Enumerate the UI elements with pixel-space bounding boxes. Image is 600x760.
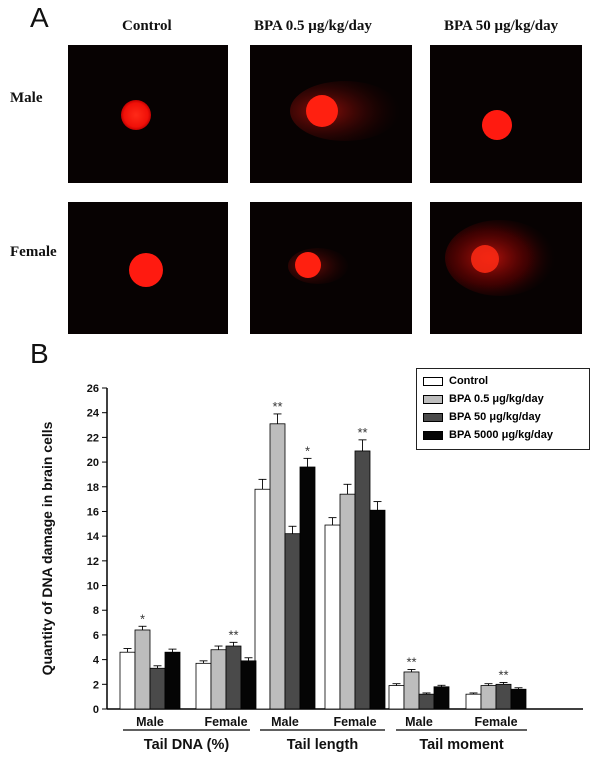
y-tick-label: 26: [87, 383, 99, 395]
y-tick-label: 20: [87, 457, 99, 469]
y-tick-label: 12: [87, 556, 99, 568]
panel-b-label: B: [30, 338, 49, 369]
legend-swatch-bpa-50: [423, 412, 443, 422]
legend-item-bpa-50: BPA 50 μg/kg/day: [423, 410, 541, 424]
y-tick-label: 14: [87, 531, 100, 543]
legend-label: BPA 0.5 μg/kg/day: [449, 393, 544, 405]
y-tick-label: 18: [87, 482, 99, 494]
micrograph-female-bpa-0-5: [250, 202, 412, 334]
significance-label: **: [228, 627, 238, 642]
bar: [195, 662, 212, 710]
bar: [495, 683, 512, 710]
x-category-label: Male: [271, 715, 299, 729]
comet-head: [295, 252, 321, 278]
micrograph-female-control: [68, 202, 228, 334]
bar: [369, 509, 386, 710]
bar: [164, 651, 181, 710]
significance-label: **: [406, 654, 416, 669]
row-header-male: Male: [10, 90, 43, 106]
micrograph-male-control: [68, 45, 228, 183]
bar: [119, 651, 136, 710]
x-category-label: Female: [474, 715, 517, 729]
legend-label: BPA 5000 μg/kg/day: [449, 429, 553, 441]
significance-label: *: [140, 611, 145, 626]
comet-head: [471, 245, 499, 273]
y-tick-label: 16: [87, 506, 99, 518]
significance-label: *: [305, 443, 310, 458]
column-header-bpa-50: BPA 50 μg/kg/day: [444, 18, 559, 34]
legend-swatch-control: [423, 376, 443, 386]
bar: [388, 685, 405, 710]
comet-head: [306, 95, 338, 127]
significance-label: **: [498, 667, 508, 682]
panel-a-label: A: [30, 2, 49, 33]
chart-legend: Control BPA 0.5 μg/kg/day BPA 50 μg/kg/d…: [416, 368, 590, 450]
bar: [510, 688, 527, 710]
y-tick-label: 4: [93, 655, 100, 667]
row-header-female: Female: [10, 244, 57, 260]
bar: [418, 693, 435, 710]
y-tick-label: 8: [93, 605, 99, 617]
significance-label: **: [357, 425, 367, 440]
bar: [134, 629, 151, 710]
bar: [339, 493, 356, 710]
legend-label: BPA 50 μg/kg/day: [449, 411, 541, 423]
bar: [480, 685, 497, 710]
y-tick-label: 0: [93, 704, 99, 716]
bar: [465, 693, 482, 710]
x-category-label: Male: [405, 715, 433, 729]
x-group-label: Tail moment: [419, 737, 503, 753]
bar: [324, 524, 341, 710]
legend-item-bpa-5000: BPA 5000 μg/kg/day: [423, 428, 553, 442]
x-group-label: Tail length: [287, 737, 358, 753]
micrograph-male-bpa-0-5: [250, 45, 412, 183]
comet-head: [121, 100, 151, 130]
bar: [403, 671, 420, 710]
x-category-label: Male: [136, 715, 164, 729]
legend-swatch-bpa-0-5: [423, 394, 443, 404]
column-header-control: Control: [122, 18, 172, 34]
y-axis-label: Quantity of DNA damage in brain cells: [39, 421, 55, 675]
y-tick-label: 10: [87, 581, 99, 593]
comet-head: [482, 110, 512, 140]
x-group-label: Tail DNA (%): [144, 737, 230, 753]
y-tick-label: 6: [93, 630, 99, 642]
bar: [269, 423, 286, 710]
bar: [210, 649, 227, 710]
significance-label: **: [272, 399, 282, 414]
legend-swatch-bpa-5000: [423, 430, 443, 440]
column-header-bpa-0-5: BPA 0.5 μg/kg/day: [254, 18, 372, 34]
comet-head: [129, 253, 163, 287]
x-category-label: Female: [333, 715, 376, 729]
legend-label: Control: [449, 375, 489, 387]
bar: [240, 660, 257, 710]
y-tick-label: 2: [93, 679, 99, 691]
legend-item-control: Control: [423, 374, 488, 388]
micrograph-female-bpa-50: [430, 202, 582, 334]
micrograph-male-bpa-50: [430, 45, 582, 183]
bar: [225, 645, 242, 710]
bar: [299, 466, 316, 710]
bar: [284, 533, 301, 710]
y-tick-label: 22: [87, 432, 99, 444]
bar: [254, 488, 271, 710]
bar: [433, 686, 450, 710]
y-tick-label: 24: [87, 408, 100, 420]
legend-item-bpa-0-5: BPA 0.5 μg/kg/day: [423, 392, 544, 406]
comet-tail: [445, 220, 555, 296]
bar: [354, 450, 371, 710]
x-category-label: Female: [204, 715, 247, 729]
bar: [149, 667, 166, 710]
